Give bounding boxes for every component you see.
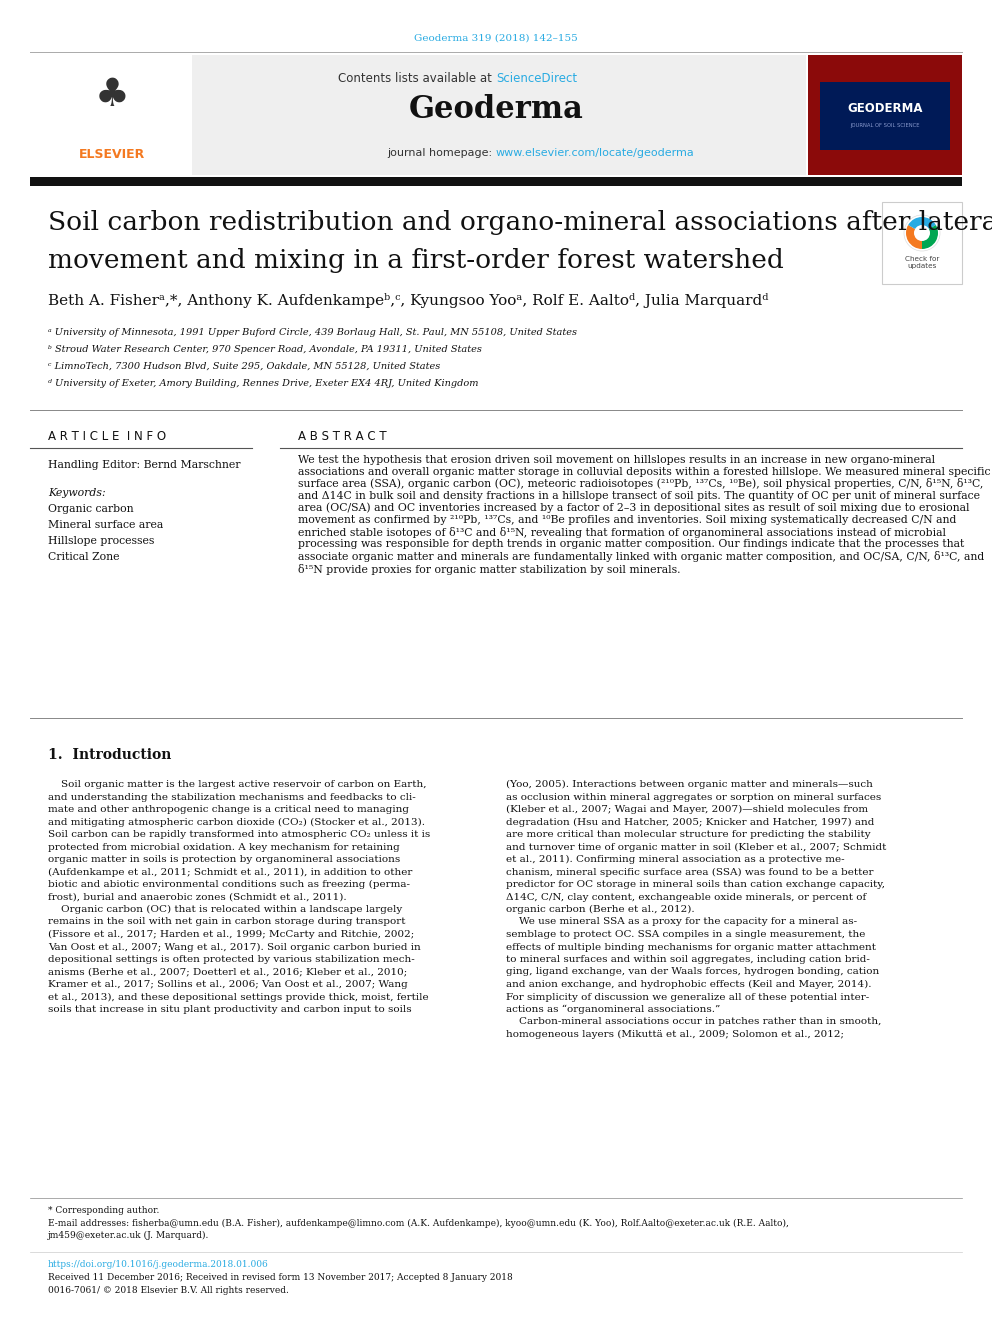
Bar bbox=[192, 56, 806, 175]
Text: A R T I C L E  I N F O: A R T I C L E I N F O bbox=[48, 430, 166, 443]
Text: homogeneous layers (Mikuttä et al., 2009; Solomon et al., 2012;: homogeneous layers (Mikuttä et al., 2009… bbox=[506, 1031, 844, 1039]
Bar bbox=[808, 56, 962, 175]
Text: Kramer et al., 2017; Sollins et al., 2006; Van Oost et al., 2007; Wang: Kramer et al., 2017; Sollins et al., 200… bbox=[48, 980, 408, 990]
Text: E-mail addresses: fisherba@umn.edu (B.A. Fisher), aufdenkampe@limno.com (A.K. Au: E-mail addresses: fisherba@umn.edu (B.A.… bbox=[48, 1218, 789, 1228]
Text: We use mineral SSA as a proxy for the capacity for a mineral as-: We use mineral SSA as a proxy for the ca… bbox=[506, 917, 857, 926]
Text: ᶜ LimnoTech, 7300 Hudson Blvd, Suite 295, Oakdale, MN 55128, United States: ᶜ LimnoTech, 7300 Hudson Blvd, Suite 295… bbox=[48, 363, 440, 370]
Text: www.elsevier.com/locate/geoderma: www.elsevier.com/locate/geoderma bbox=[496, 148, 694, 157]
Text: and turnover time of organic matter in soil (Kleber et al., 2007; Schmidt: and turnover time of organic matter in s… bbox=[506, 843, 887, 852]
Text: For simplicity of discussion we generalize all of these potential inter-: For simplicity of discussion we generali… bbox=[506, 992, 869, 1002]
Text: Soil carbon redistribution and organo-mineral associations after lateral soil: Soil carbon redistribution and organo-mi… bbox=[48, 210, 992, 235]
Text: and understanding the stabilization mechanisms and feedbacks to cli-: and understanding the stabilization mech… bbox=[48, 792, 416, 802]
Text: Received 11 December 2016; Received in revised form 13 November 2017; Accepted 8: Received 11 December 2016; Received in r… bbox=[48, 1273, 513, 1282]
Text: remains in the soil with net gain in carbon storage during transport: remains in the soil with net gain in car… bbox=[48, 917, 406, 926]
Wedge shape bbox=[922, 225, 938, 249]
Text: ScienceDirect: ScienceDirect bbox=[496, 71, 577, 85]
Text: and mitigating atmospheric carbon dioxide (CO₂) (Stocker et al., 2013).: and mitigating atmospheric carbon dioxid… bbox=[48, 818, 425, 827]
Text: and anion exchange, and hydrophobic effects (Keil and Mayer, 2014).: and anion exchange, and hydrophobic effe… bbox=[506, 980, 872, 990]
Text: Handling Editor: Bernd Marschner: Handling Editor: Bernd Marschner bbox=[48, 460, 240, 470]
Text: Mineral surface area: Mineral surface area bbox=[48, 520, 164, 531]
Text: Δ14C, C/N, clay content, exchangeable oxide minerals, or percent of: Δ14C, C/N, clay content, exchangeable ox… bbox=[506, 893, 866, 901]
Text: mate and other anthropogenic change is a critical need to managing: mate and other anthropogenic change is a… bbox=[48, 804, 409, 814]
Text: chanism, mineral specific surface area (SSA) was found to be a better: chanism, mineral specific surface area (… bbox=[506, 868, 874, 877]
Text: Keywords:: Keywords: bbox=[48, 488, 105, 497]
Circle shape bbox=[904, 216, 940, 251]
Text: 1.  Introduction: 1. Introduction bbox=[48, 747, 172, 762]
Text: protected from microbial oxidation. A key mechanism for retaining: protected from microbial oxidation. A ke… bbox=[48, 843, 400, 852]
Text: et al., 2011). Confirming mineral association as a protective me-: et al., 2011). Confirming mineral associ… bbox=[506, 855, 844, 864]
Text: Organic carbon (OC) that is relocated within a landscape largely: Organic carbon (OC) that is relocated wi… bbox=[48, 905, 402, 914]
Text: Soil organic matter is the largest active reservoir of carbon on Earth,: Soil organic matter is the largest activ… bbox=[48, 781, 427, 789]
Wedge shape bbox=[908, 217, 935, 233]
Text: Hillslope processes: Hillslope processes bbox=[48, 536, 155, 546]
Text: anisms (Berhe et al., 2007; Doetterl et al., 2016; Kleber et al., 2010;: anisms (Berhe et al., 2007; Doetterl et … bbox=[48, 967, 408, 976]
Text: depositional settings is often protected by various stabilization mech-: depositional settings is often protected… bbox=[48, 955, 415, 964]
Wedge shape bbox=[906, 225, 922, 249]
Bar bbox=[30, 56, 190, 175]
Text: Check for
updates: Check for updates bbox=[905, 255, 939, 269]
Text: Geoderma: Geoderma bbox=[409, 94, 583, 126]
Text: A B S T R A C T: A B S T R A C T bbox=[298, 430, 387, 443]
Text: Van Oost et al., 2007; Wang et al., 2017). Soil organic carbon buried in: Van Oost et al., 2007; Wang et al., 2017… bbox=[48, 942, 421, 951]
Text: movement and mixing in a first-order forest watershed: movement and mixing in a first-order for… bbox=[48, 247, 784, 273]
Text: JOURNAL OF SOIL SCIENCE: JOURNAL OF SOIL SCIENCE bbox=[850, 123, 920, 127]
Text: soils that increase in situ plant productivity and carbon input to soils: soils that increase in situ plant produc… bbox=[48, 1005, 412, 1013]
Text: * Corresponding author.: * Corresponding author. bbox=[48, 1207, 160, 1215]
Text: to mineral surfaces and within soil aggregates, including cation brid-: to mineral surfaces and within soil aggr… bbox=[506, 955, 870, 964]
Text: (Kleber et al., 2007; Wagai and Mayer, 2007)—shield molecules from: (Kleber et al., 2007; Wagai and Mayer, 2… bbox=[506, 804, 868, 814]
Text: ELSEVIER: ELSEVIER bbox=[79, 148, 145, 161]
Text: organic carbon (Berhe et al., 2012).: organic carbon (Berhe et al., 2012). bbox=[506, 905, 694, 914]
Text: Critical Zone: Critical Zone bbox=[48, 552, 119, 562]
Text: et al., 2013), and these depositional settings provide thick, moist, fertile: et al., 2013), and these depositional se… bbox=[48, 992, 429, 1002]
Text: Soil carbon can be rapidly transformed into atmospheric CO₂ unless it is: Soil carbon can be rapidly transformed i… bbox=[48, 830, 431, 839]
Text: semblage to protect OC. SSA compiles in a single measurement, the: semblage to protect OC. SSA compiles in … bbox=[506, 930, 865, 939]
Bar bbox=[882, 202, 962, 284]
Text: as occlusion within mineral aggregates or sorption on mineral surfaces: as occlusion within mineral aggregates o… bbox=[506, 792, 881, 802]
Text: Organic carbon: Organic carbon bbox=[48, 504, 134, 515]
Text: Geoderma 319 (2018) 142–155: Geoderma 319 (2018) 142–155 bbox=[414, 34, 578, 44]
Text: organic matter in soils is protection by organomineral associations: organic matter in soils is protection by… bbox=[48, 855, 400, 864]
Text: https://doi.org/10.1016/j.geoderma.2018.01.006: https://doi.org/10.1016/j.geoderma.2018.… bbox=[48, 1259, 269, 1269]
Text: biotic and abiotic environmental conditions such as freezing (perma-: biotic and abiotic environmental conditi… bbox=[48, 880, 410, 889]
Text: Carbon-mineral associations occur in patches rather than in smooth,: Carbon-mineral associations occur in pat… bbox=[506, 1017, 881, 1027]
Text: (Yoo, 2005). Interactions between organic matter and minerals—such: (Yoo, 2005). Interactions between organi… bbox=[506, 781, 873, 789]
Text: journal homepage:: journal homepage: bbox=[387, 148, 496, 157]
Text: Beth A. Fisherᵃ,*, Anthony K. Aufdenkampeᵇ,ᶜ, Kyungsoo Yooᵃ, Rolf E. Aaltoᵈ, Jul: Beth A. Fisherᵃ,*, Anthony K. Aufdenkamp… bbox=[48, 292, 769, 308]
Text: ging, ligand exchange, van der Waals forces, hydrogen bonding, cation: ging, ligand exchange, van der Waals for… bbox=[506, 967, 879, 976]
Text: are more critical than molecular structure for predicting the stability: are more critical than molecular structu… bbox=[506, 830, 871, 839]
Text: frost), burial and anaerobic zones (Schmidt et al., 2011).: frost), burial and anaerobic zones (Schm… bbox=[48, 893, 346, 901]
Text: GEODERMA: GEODERMA bbox=[847, 102, 923, 115]
Text: ᵇ Stroud Water Research Center, 970 Spencer Road, Avondale, PA 19311, United Sta: ᵇ Stroud Water Research Center, 970 Spen… bbox=[48, 345, 482, 355]
Text: predictor for OC storage in mineral soils than cation exchange capacity,: predictor for OC storage in mineral soil… bbox=[506, 880, 885, 889]
Circle shape bbox=[914, 225, 930, 241]
Text: ᵃ University of Minnesota, 1991 Upper Buford Circle, 439 Borlaug Hall, St. Paul,: ᵃ University of Minnesota, 1991 Upper Bu… bbox=[48, 328, 577, 337]
Text: jm459@exeter.ac.uk (J. Marquard).: jm459@exeter.ac.uk (J. Marquard). bbox=[48, 1230, 209, 1240]
Text: (Aufdenkampe et al., 2011; Schmidt et al., 2011), in addition to other: (Aufdenkampe et al., 2011; Schmidt et al… bbox=[48, 868, 413, 877]
Text: We test the hypothesis that erosion driven soil movement on hillslopes results i: We test the hypothesis that erosion driv… bbox=[298, 455, 990, 576]
Text: ᵈ University of Exeter, Amory Building, Rennes Drive, Exeter EX4 4RJ, United Kin: ᵈ University of Exeter, Amory Building, … bbox=[48, 378, 478, 388]
Text: actions as “organomineral associations.”: actions as “organomineral associations.” bbox=[506, 1005, 720, 1015]
Text: (Fissore et al., 2017; Harden et al., 1999; McCarty and Ritchie, 2002;: (Fissore et al., 2017; Harden et al., 19… bbox=[48, 930, 415, 939]
Bar bbox=[820, 82, 950, 149]
Text: degradation (Hsu and Hatcher, 2005; Knicker and Hatcher, 1997) and: degradation (Hsu and Hatcher, 2005; Knic… bbox=[506, 818, 874, 827]
Text: 0016-7061/ © 2018 Elsevier B.V. All rights reserved.: 0016-7061/ © 2018 Elsevier B.V. All righ… bbox=[48, 1286, 289, 1295]
Text: ♣: ♣ bbox=[94, 75, 129, 114]
Text: effects of multiple binding mechanisms for organic matter attachment: effects of multiple binding mechanisms f… bbox=[506, 942, 876, 951]
Text: Contents lists available at: Contents lists available at bbox=[338, 71, 496, 85]
Bar bbox=[30, 177, 962, 187]
